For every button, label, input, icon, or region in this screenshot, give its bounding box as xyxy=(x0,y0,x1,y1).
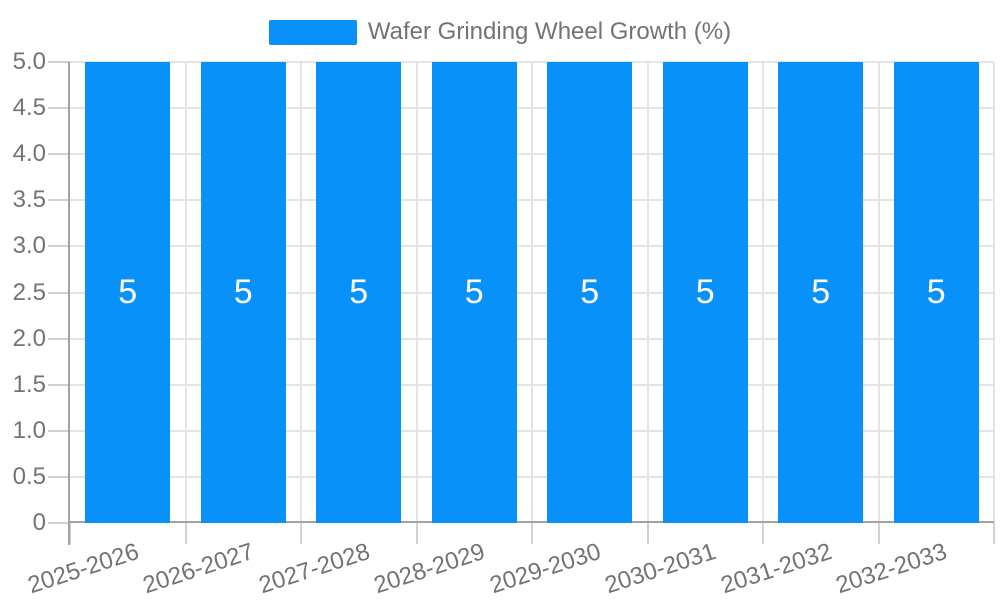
y-axis-tick-label: 4.0 xyxy=(12,140,46,168)
y-axis-tick xyxy=(48,199,70,202)
y-axis-tick xyxy=(48,245,70,248)
y-axis-tick-label: 0 xyxy=(32,509,46,536)
y-axis-tick-label: 2.5 xyxy=(12,278,46,306)
x-axis-tick xyxy=(184,523,187,544)
bar-value-label: 5 xyxy=(233,273,253,311)
gridline-vertical xyxy=(184,62,187,523)
bar-value-label: 5 xyxy=(811,273,831,311)
gridline-vertical xyxy=(877,62,880,523)
bar-value-label: 5 xyxy=(580,273,600,311)
y-axis-tick-label: 1.0 xyxy=(12,416,46,444)
bar[interactable]: 5 xyxy=(778,62,864,523)
bar[interactable]: 5 xyxy=(316,62,402,523)
y-axis-tick xyxy=(48,429,70,432)
gridline-vertical xyxy=(300,62,302,523)
x-axis-tick xyxy=(69,523,71,544)
x-axis-tick xyxy=(531,523,533,544)
y-axis-tick xyxy=(48,337,70,340)
gridline-vertical xyxy=(993,62,995,523)
bar[interactable]: 5 xyxy=(200,62,286,523)
y-axis-tick-label: 2.0 xyxy=(12,324,46,352)
y-axis-tick xyxy=(48,153,70,156)
x-axis-line xyxy=(70,521,994,523)
y-axis-tick xyxy=(48,383,70,386)
y-axis-tick-label: 0.5 xyxy=(12,462,46,490)
y-axis-tick-label: 1.5 xyxy=(12,370,46,398)
x-axis-tick xyxy=(877,523,880,544)
x-axis-tick xyxy=(300,523,302,544)
bar-value-label: 5 xyxy=(464,273,484,311)
bar-value-label: 5 xyxy=(349,273,369,311)
gridline-vertical xyxy=(531,62,533,523)
legend-swatch xyxy=(268,19,357,45)
x-axis-tick xyxy=(415,523,418,544)
y-axis-tick-label: 5.0 xyxy=(12,48,46,75)
bar[interactable]: 5 xyxy=(431,62,517,523)
y-axis-tick-label: 3.5 xyxy=(12,186,46,214)
y-axis-tick xyxy=(48,522,70,524)
y-axis-tick xyxy=(48,291,70,294)
y-axis-tick xyxy=(48,107,70,110)
bar[interactable]: 5 xyxy=(85,62,171,523)
legend-label: Wafer Grinding Wheel Growth (%) xyxy=(367,18,732,45)
x-axis-category-label-text: 2032-2033 xyxy=(833,538,951,600)
x-axis-category-label: 2032-2033 xyxy=(722,538,951,599)
x-axis-tick xyxy=(762,523,764,544)
gridline-vertical xyxy=(415,62,418,523)
gridline-vertical xyxy=(762,62,764,523)
bar[interactable]: 5 xyxy=(893,62,979,523)
bar-value-label: 5 xyxy=(695,273,715,311)
bar[interactable]: 5 xyxy=(662,62,748,523)
y-axis-tick-label: 3.0 xyxy=(12,232,46,260)
legend-item[interactable]: Wafer Grinding Wheel Growth (%) xyxy=(0,18,1000,46)
x-axis-tick xyxy=(646,523,649,544)
y-axis-tick xyxy=(48,475,70,478)
bar[interactable]: 5 xyxy=(547,62,633,523)
x-axis-tick xyxy=(993,523,995,544)
bar-value-label: 5 xyxy=(118,273,138,311)
bar-value-label: 5 xyxy=(926,273,946,311)
y-axis-tick-label: 4.5 xyxy=(12,94,46,122)
y-axis-tick xyxy=(48,61,70,63)
y-axis-line xyxy=(68,62,70,545)
gridline-vertical xyxy=(646,62,649,523)
